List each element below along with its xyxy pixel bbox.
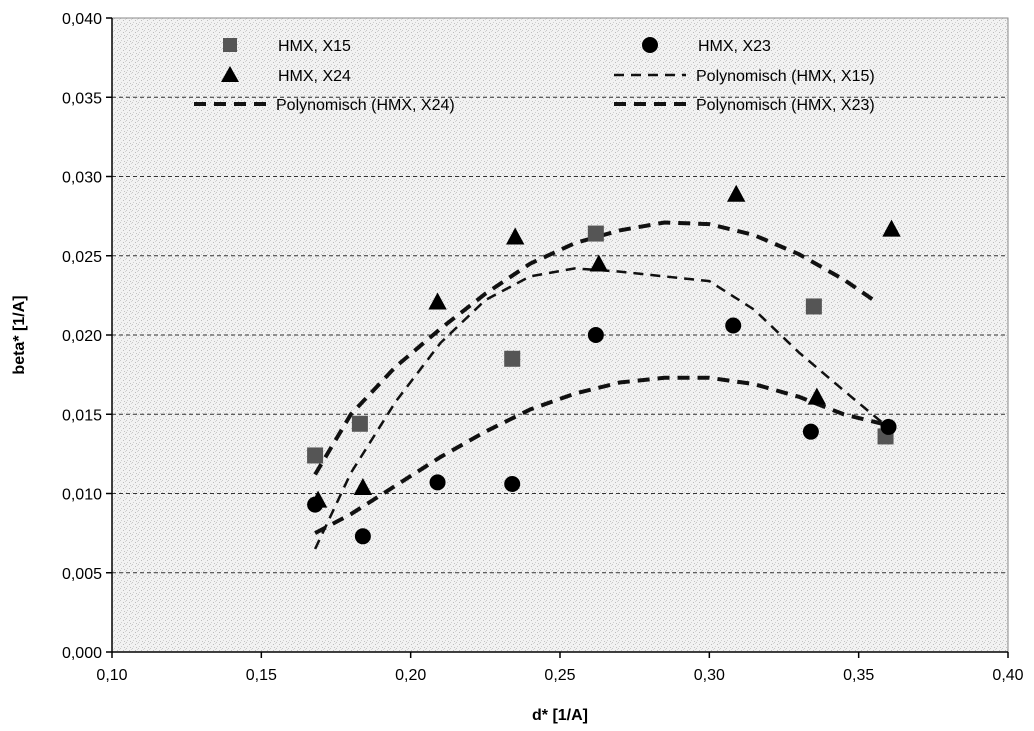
gridlines	[112, 96, 1008, 574]
legend-symbol-circle	[642, 37, 658, 53]
y-tick-label: 0,015	[62, 407, 102, 424]
legend-label: HMX, X24	[278, 68, 351, 85]
square-point	[805, 298, 822, 315]
legend-label: Polynomisch (HMX, X15)	[696, 68, 875, 85]
triangle-point	[589, 254, 609, 272]
trendlines	[313, 220, 889, 550]
legend-label: Polynomisch (HMX, X24)	[276, 97, 455, 114]
x-tick-label: 0,35	[843, 667, 874, 684]
circle-point	[802, 423, 819, 440]
circle-point	[587, 327, 604, 343]
circle-point	[725, 317, 742, 334]
x-tick-label: 0,40	[992, 667, 1023, 684]
square-point	[587, 225, 604, 242]
square-point	[351, 415, 368, 432]
y-tick-label: 0,020	[62, 328, 102, 345]
data-points	[307, 184, 901, 545]
triangle-point	[353, 477, 373, 495]
trendline-3	[314, 375, 889, 535]
y-tick-label: 0,040	[62, 11, 102, 28]
x-tick-label: 0,25	[544, 667, 575, 684]
circle-point	[504, 475, 521, 492]
trendline-2	[313, 220, 875, 476]
x-tick-label: 0,10	[96, 667, 127, 684]
y-tick-label: 0,010	[62, 487, 102, 504]
square-point	[504, 350, 521, 367]
triangle-point	[428, 292, 447, 310]
y-axis-title: beta* [1/A]	[11, 295, 28, 374]
triangle-point	[807, 387, 827, 405]
circle-point	[354, 528, 371, 545]
legend: HMX, X15 HMX, X23 HMX, X24 Polynomisch (HMX…	[194, 37, 875, 114]
x-axis-ticks: 0,10 0,15 0,20 0,25 0,30 0,35 0,40	[96, 652, 1024, 684]
x-tick-label: 0,30	[694, 667, 725, 684]
triangle-point	[882, 219, 901, 237]
x-tick-label: 0,15	[246, 667, 277, 684]
y-tick-label: 0,005	[62, 566, 102, 583]
y-tick-label: 0,025	[62, 249, 102, 266]
y-axis-ticks: 0,000 0,005 0,010 0,015 0,020 0,025 0,030 0,035…	[62, 11, 112, 662]
legend-label: Polynomisch (HMX, X23)	[696, 97, 875, 114]
circle-point	[429, 474, 446, 491]
legend-label: HMX, X23	[698, 38, 771, 55]
x-tick-label: 0,20	[395, 667, 426, 684]
y-tick-label: 0,000	[62, 645, 102, 662]
triangle-point	[506, 227, 525, 245]
y-tick-label: 0,035	[62, 90, 102, 107]
triangle-point	[727, 184, 746, 202]
square-point	[307, 447, 324, 464]
legend-symbol-square	[223, 38, 237, 52]
x-axis-title: d* [1/A]	[532, 707, 588, 724]
y-tick-label: 0,030	[62, 170, 102, 187]
circle-point	[880, 418, 897, 435]
circle-point	[307, 496, 324, 513]
legend-label: HMX, X15	[278, 38, 351, 55]
legend-symbol-triangle	[221, 66, 239, 82]
